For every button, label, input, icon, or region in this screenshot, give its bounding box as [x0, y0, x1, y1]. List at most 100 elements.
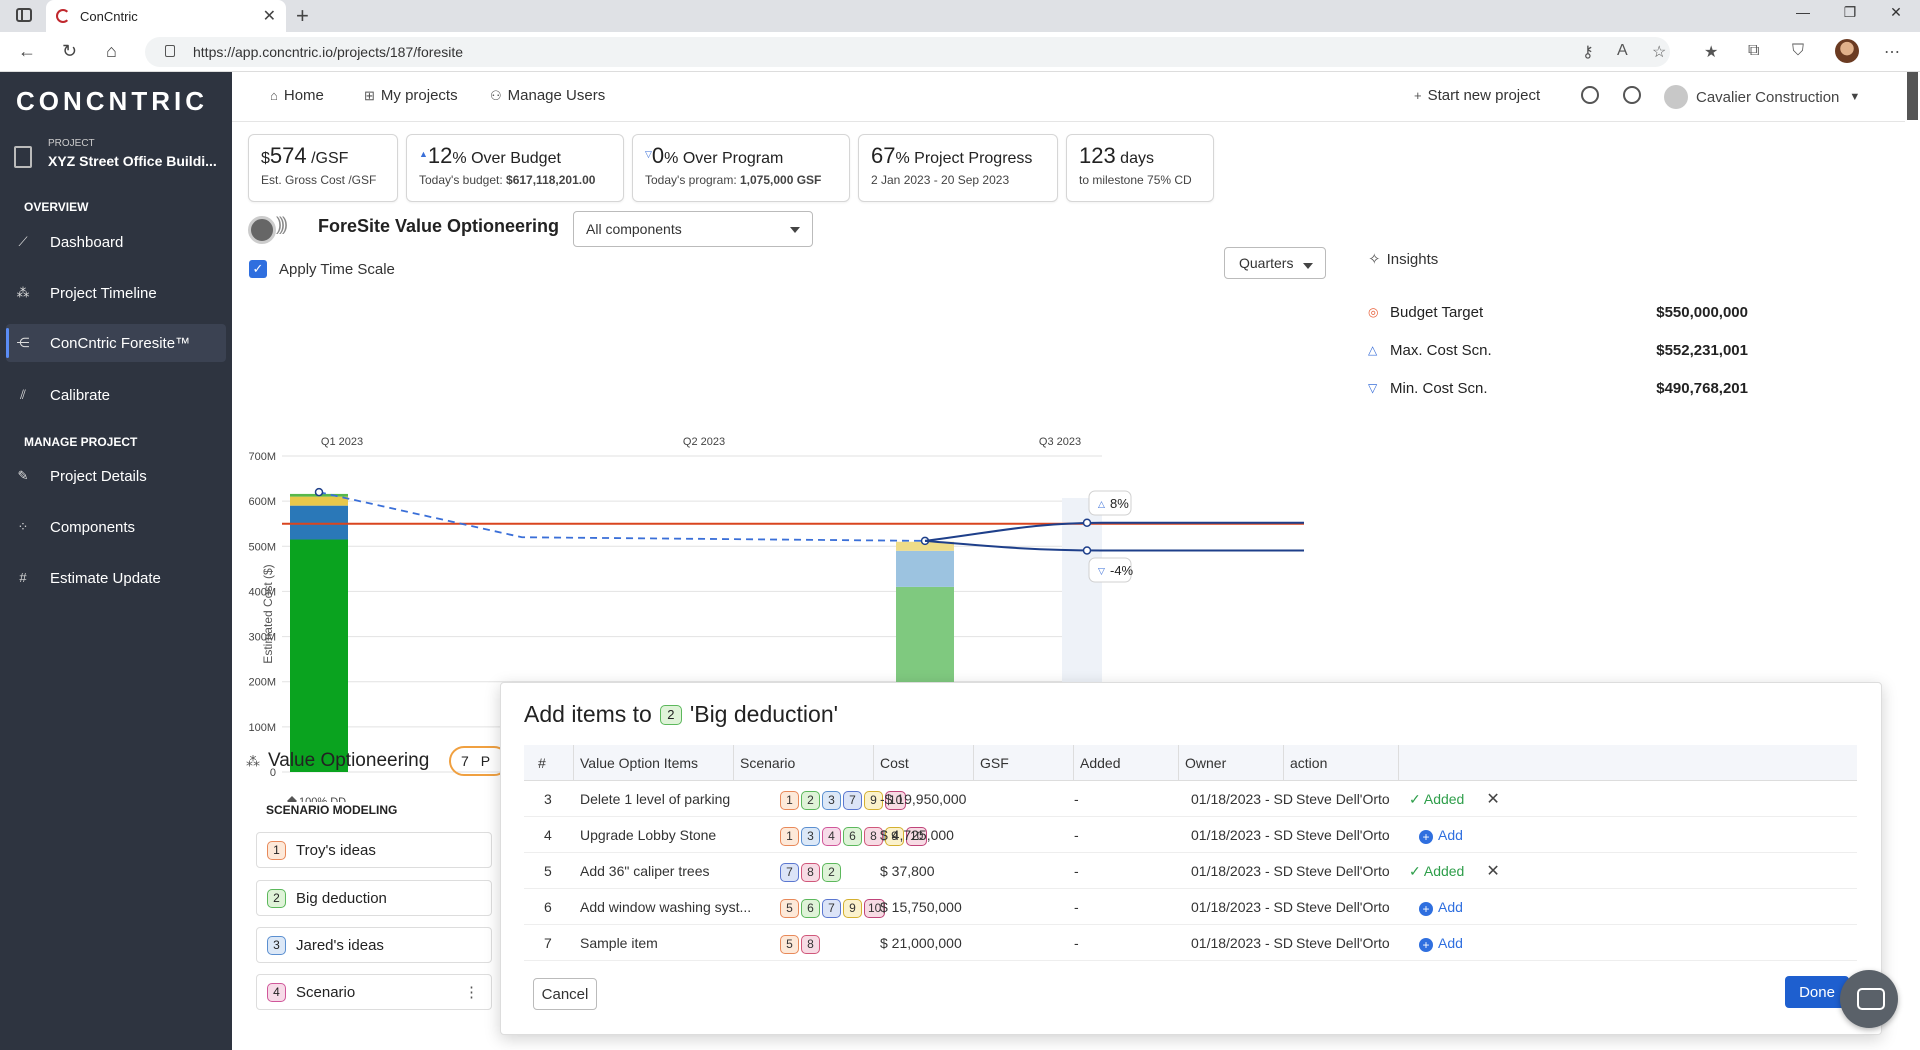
kpi-value: 12 [427, 143, 453, 168]
sidebar-item-calibrate[interactable]: ⫽ Calibrate [6, 376, 226, 414]
item-name: Upgrade Lobby Stone [580, 827, 717, 843]
nav-my-projects[interactable]: ⊞ My projects [364, 87, 458, 104]
column-header[interactable]: # [524, 745, 574, 781]
concntric-logo[interactable]: CONCNTRIC [16, 86, 208, 116]
start-new-project-button[interactable]: + Start new project [1414, 87, 1540, 104]
foresite-icon: ⋲ [16, 335, 30, 350]
component-select[interactable]: All components [573, 211, 813, 247]
sidebar-item-project-details[interactable]: ✎ Project Details [6, 457, 226, 495]
kpi-unit: days [1115, 150, 1154, 167]
window-close-icon[interactable]: ✕ [1890, 4, 1902, 20]
insight-label: Min. Cost Scn. [1390, 380, 1488, 397]
more-options-icon[interactable]: ⋮ [464, 984, 479, 1001]
bar-segment [290, 539, 348, 772]
foresite-chart: 0 100M 200M 300M 400M 500M 600M 700M Estimated C… [248, 436, 1304, 802]
insights-label: Insights [1386, 251, 1439, 268]
company-menu[interactable]: Cavalier Construction ▼ [1664, 85, 1860, 109]
scenario-name: Scenario [296, 983, 356, 1001]
bar-segment [290, 496, 348, 506]
column-header[interactable]: Owner [1179, 745, 1284, 781]
sidebar-item-label: Project Details [50, 467, 147, 485]
modal-title: Add items to 2 'Big deduction' [524, 701, 838, 728]
column-header[interactable]: Cost [874, 745, 974, 781]
page-scrollbar[interactable] [1905, 72, 1920, 1050]
add-item-button[interactable]: + Add [1419, 827, 1463, 844]
sidebar-item-components[interactable]: ⁘ Components [6, 508, 226, 546]
chat-support-icon[interactable] [1840, 970, 1898, 1028]
scenario-badge: 8 [864, 827, 883, 846]
kpi-unit: % Project Progress [895, 150, 1033, 167]
period-select-value: Quarters [1239, 255, 1294, 271]
components-icon: ⁘ [17, 519, 29, 534]
add-favorite-icon[interactable]: ☆ [1652, 44, 1667, 61]
done-button[interactable]: Done [1785, 976, 1849, 1008]
triangle-down-icon: ▽ [1098, 567, 1105, 577]
y-tick-label: 200M [248, 677, 276, 689]
browser-tab[interactable]: ConCntric ✕ [46, 0, 286, 32]
add-item-button[interactable]: + Add [1419, 899, 1463, 916]
reload-icon[interactable]: ↻ [62, 41, 78, 61]
component-select-value: All components [586, 221, 682, 237]
column-header[interactable]: Added [1074, 745, 1179, 781]
nav-home[interactable]: ⌂ Home [270, 87, 324, 104]
project-name[interactable]: XYZ Street Office Buildi... [48, 153, 217, 169]
scenario-card[interactable]: 3 Jared's ideas [256, 927, 492, 963]
scenario-badge: 2 [267, 888, 286, 908]
milestone-label: 100% DD [299, 796, 346, 802]
scenario-badge: 7 [780, 863, 799, 882]
browser-profile-avatar[interactable] [1835, 39, 1859, 63]
scenario-badge: 9 [843, 899, 862, 918]
read-aloud-icon[interactable]: A [1617, 42, 1628, 59]
sidebar-item-foresite[interactable]: ⋲ ConCntric Foresite™ [6, 324, 226, 362]
column-header[interactable]: GSF [974, 745, 1074, 781]
add-item-button[interactable]: + Add [1419, 935, 1463, 952]
scrollbar-thumb[interactable] [1907, 72, 1918, 120]
period-select[interactable]: Quarters [1224, 247, 1326, 279]
scenario-name: Big deduction [296, 889, 387, 907]
quarter-label: Q1 2023 [321, 436, 363, 448]
kpi-cost-per-gsf: $574 /GSF Est. Gross Cost /GSF [248, 134, 398, 202]
key-icon[interactable]: ⚷ [1582, 44, 1594, 61]
collections-icon[interactable]: ⧉ [1748, 42, 1760, 59]
cancel-button[interactable]: Cancel [533, 978, 597, 1010]
scenario-badge: 2 [822, 863, 841, 882]
y-tick-label: 100M [248, 722, 276, 734]
shield-icon[interactable]: ⛉ [1792, 42, 1805, 59]
minimize-icon[interactable]: — [1796, 4, 1810, 20]
item-added-date: 01/18/2023 - SD [1191, 899, 1293, 915]
remove-icon[interactable]: ✕ [1486, 791, 1500, 808]
apply-time-scale-checkbox[interactable]: ✓ [249, 260, 267, 278]
scenario-card[interactable]: 4 Scenario ⋮ [256, 974, 492, 1010]
back-arrow-icon[interactable]: ← [18, 41, 36, 61]
column-header[interactable]: action [1284, 745, 1399, 781]
close-tab-icon[interactable]: ✕ [262, 8, 276, 25]
sidebar-item-estimate-update[interactable]: # Estimate Update [6, 559, 226, 597]
scenario-badge: 1 [267, 840, 286, 860]
scenario-card[interactable]: 2 Big deduction [256, 880, 492, 916]
item-name: Sample item [580, 935, 658, 951]
restore-icon[interactable]: ❐ [1843, 4, 1857, 20]
more-menu-icon[interactable]: ⋯ [1884, 44, 1900, 61]
insight-value: $490,768,201 [1656, 380, 1748, 397]
sidebar-item-project-timeline[interactable]: ⁂ Project Timeline [6, 274, 226, 312]
sidebar-item-dashboard[interactable]: ⟋ Dashboard [6, 223, 226, 261]
scenario-card[interactable]: 1 Troy's ideas [256, 832, 492, 868]
favorites-icon[interactable]: ★ [1704, 44, 1719, 61]
home-icon[interactable]: ⌂ [106, 41, 117, 61]
nav-manage-users[interactable]: ⚇ Manage Users [490, 87, 605, 104]
settings-icon[interactable] [1581, 86, 1599, 104]
kpi-sub-label: Today's program: [645, 173, 740, 187]
item-cost: $ 37,800 [880, 863, 935, 879]
url-field[interactable]: https://app.concntric.io/projects/187/fo… [145, 37, 1670, 67]
new-tab-icon[interactable]: + [296, 3, 309, 28]
kpi-subtext: to milestone 75% CD [1079, 173, 1192, 187]
item-added-date: 01/18/2023 - SD [1191, 863, 1293, 879]
item-gsf: - [1074, 899, 1079, 915]
remove-icon[interactable]: ✕ [1486, 863, 1500, 880]
help-icon[interactable] [1623, 86, 1641, 104]
column-header[interactable]: Scenario [734, 745, 874, 781]
tab-actions-icon[interactable] [16, 8, 32, 22]
top-navigation: ⌂ Home ⊞ My projects ⚇ Manage Users + St… [232, 72, 1905, 122]
column-header[interactable]: Value Option Items [574, 745, 734, 781]
scenario-badge: 8 [801, 863, 820, 882]
